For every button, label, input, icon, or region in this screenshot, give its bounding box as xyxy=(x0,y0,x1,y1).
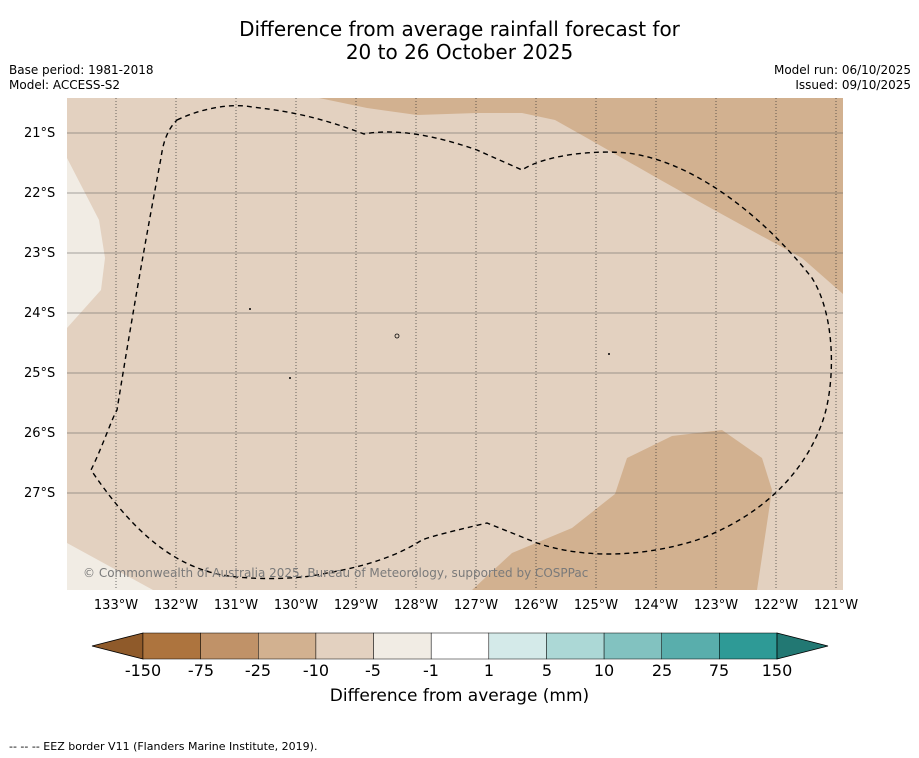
lon-label-133w: 133°W xyxy=(93,598,139,613)
title-line-2: 20 to 26 October 2025 xyxy=(345,40,574,64)
island-markers xyxy=(249,308,610,379)
model-name: Model: ACCESS-S2 xyxy=(9,78,121,92)
cb-label: 5 xyxy=(541,661,553,680)
island-marker xyxy=(249,308,251,310)
meta-left: Base period: 1981-2018 Model: ACCESS-S2 xyxy=(9,63,154,93)
colorbar-segment xyxy=(315,632,374,660)
lon-label-123w: 123°W xyxy=(693,598,739,613)
lon-label-127w: 127°W xyxy=(453,598,499,613)
cb-label: 25 xyxy=(651,661,673,680)
cb-label: 150 xyxy=(761,661,793,680)
colorbar-segment xyxy=(200,632,259,660)
lon-label-125w: 125°W xyxy=(573,598,619,613)
colorbar-min-arrow xyxy=(91,632,144,660)
island-marker xyxy=(289,377,291,379)
lat-label-21s: 21°S xyxy=(24,126,56,141)
meta-right: Model run: 06/10/2025 Issued: 09/10/2025 xyxy=(774,63,911,93)
lat-label-23s: 23°S xyxy=(24,246,56,261)
dry-zone-northeast xyxy=(319,98,843,294)
cb-label: -1 xyxy=(423,661,439,680)
base-period: Base period: 1981-2018 xyxy=(9,63,154,77)
lon-label-129w: 129°W xyxy=(333,598,379,613)
chart-title: Difference from average rainfall forecas… xyxy=(0,18,919,64)
lon-label-122w: 122°W xyxy=(753,598,799,613)
colorbar-segment xyxy=(258,632,317,660)
copyright-text: © Commonwealth of Australia 2025, Bureau… xyxy=(83,566,588,580)
eez-border xyxy=(90,104,833,580)
rainfall-map: © Commonwealth of Australia 2025, Bureau… xyxy=(67,98,843,590)
cb-label: -5 xyxy=(365,661,381,680)
colorbar-title: Difference from average (mm) xyxy=(329,686,590,706)
lat-label-26s: 26°S xyxy=(24,426,56,441)
eez-footnote: -- -- -- EEZ border V11 (Flanders Marine… xyxy=(9,740,318,753)
lat-label-25s: 25°S xyxy=(24,366,56,381)
issued-date: Issued: 09/10/2025 xyxy=(795,78,911,92)
island-marker xyxy=(608,353,610,355)
colorbar-max-arrow xyxy=(776,632,829,660)
colorbar-segments xyxy=(142,632,778,660)
lat-label-24s: 24°S xyxy=(24,306,56,321)
lon-label-132w: 132°W xyxy=(153,598,199,613)
colorbar-segment xyxy=(661,632,720,660)
near-average-zone xyxy=(67,158,105,328)
lon-gridlines xyxy=(115,98,837,590)
cb-label: 10 xyxy=(593,661,615,680)
cb-label: -25 xyxy=(244,661,272,680)
colorbar xyxy=(91,632,829,660)
cb-label: 75 xyxy=(708,661,730,680)
lat-label-27s: 27°S xyxy=(24,486,56,501)
lon-label-128w: 128°W xyxy=(393,598,439,613)
model-run: Model run: 06/10/2025 xyxy=(773,63,911,77)
near-average-zone-south xyxy=(67,543,153,590)
lon-label-124w: 124°W xyxy=(633,598,679,613)
lon-label-130w: 130°W xyxy=(273,598,319,613)
colorbar-segment xyxy=(430,632,490,660)
lat-gridlines xyxy=(67,132,843,494)
title-line-1: Difference from average rainfall forecas… xyxy=(239,17,680,41)
cb-label: -75 xyxy=(187,661,215,680)
cb-label: 1 xyxy=(483,661,495,680)
lon-label-131w: 131°W xyxy=(213,598,259,613)
colorbar-segment xyxy=(488,632,547,660)
cb-label: -150 xyxy=(124,661,162,680)
colorbar-segment xyxy=(373,632,432,660)
dry-zone-southeast xyxy=(472,430,772,590)
lon-label-121w: 121°W xyxy=(813,598,859,613)
colorbar-segment xyxy=(546,632,605,660)
island-marker xyxy=(394,333,400,339)
colorbar-segment xyxy=(142,632,201,660)
colorbar-segment xyxy=(719,632,778,660)
cb-label: -10 xyxy=(302,661,330,680)
lat-label-22s: 22°S xyxy=(24,186,56,201)
lon-label-126w: 126°W xyxy=(513,598,559,613)
colorbar-segment xyxy=(603,632,662,660)
